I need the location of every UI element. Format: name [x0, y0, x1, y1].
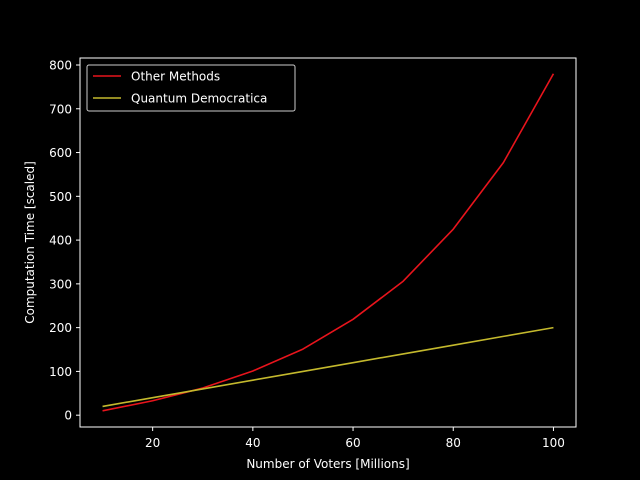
y-axis-label: Computation Time [scaled]	[23, 161, 37, 324]
y-tick-label: 100	[49, 365, 72, 379]
y-tick-label: 700	[49, 102, 72, 116]
axes-layer	[79, 57, 577, 428]
y-tick-label: 200	[49, 321, 72, 335]
x-tick-label: 20	[145, 436, 160, 450]
x-tick-label: 100	[542, 436, 565, 450]
x-axis-label: Number of Voters [Millions]	[246, 457, 409, 471]
y-tick-label: 400	[49, 234, 72, 248]
y-tick-label: 800	[49, 59, 72, 73]
legend-box	[86, 64, 296, 112]
plot-frame	[79, 57, 577, 428]
y-tick-label: 600	[49, 146, 72, 160]
x-tick-label: 80	[446, 436, 461, 450]
series-line-quantum-democratica	[102, 326, 554, 408]
series-layer	[102, 73, 555, 412]
x-tick-label: 40	[245, 436, 260, 450]
y-ticks: 0 100 200 300 400 500 600 700 800	[49, 59, 80, 423]
legend: Other Methods Quantum Democratica	[86, 64, 296, 112]
series-line-other-methods	[102, 73, 555, 412]
x-tick-label: 60	[345, 436, 360, 450]
legend-label-other-methods: Other Methods	[131, 70, 220, 84]
x-ticks: 20 40 60 80 100	[145, 427, 565, 450]
y-tick-label: 0	[64, 409, 72, 423]
legend-label-quantum-democratica: Quantum Democratica	[131, 92, 267, 106]
y-tick-label: 500	[49, 190, 72, 204]
y-tick-label: 300	[49, 277, 72, 291]
